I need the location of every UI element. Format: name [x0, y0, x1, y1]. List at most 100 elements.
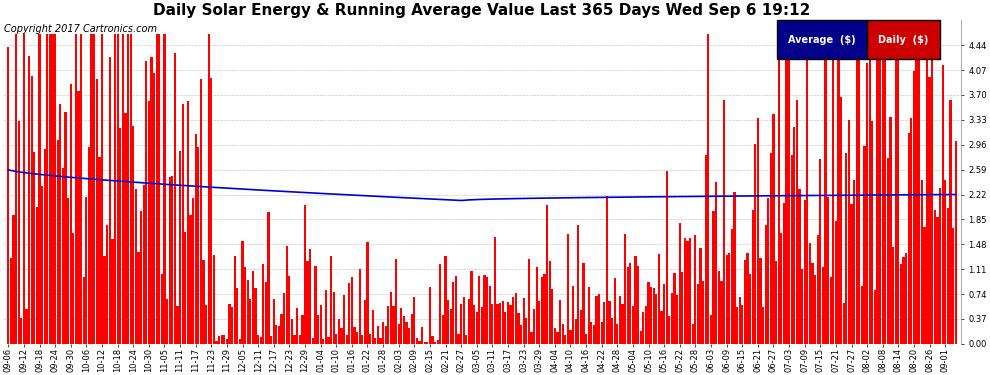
- Bar: [838, 48, 840, 344]
- Bar: [56, 141, 58, 344]
- Bar: [523, 298, 525, 344]
- Bar: [270, 336, 272, 344]
- Bar: [10, 258, 12, 344]
- Bar: [528, 260, 530, 344]
- Bar: [700, 248, 702, 344]
- Bar: [759, 258, 761, 344]
- Bar: [226, 339, 228, 344]
- Bar: [369, 334, 371, 344]
- Bar: [742, 305, 743, 344]
- Bar: [111, 239, 114, 344]
- Bar: [643, 312, 644, 344]
- Bar: [822, 267, 824, 344]
- Bar: [202, 260, 205, 344]
- Bar: [746, 253, 748, 344]
- Bar: [561, 324, 563, 344]
- Bar: [507, 302, 509, 344]
- Bar: [229, 304, 231, 344]
- Bar: [556, 332, 558, 344]
- Bar: [346, 335, 347, 344]
- Bar: [61, 168, 64, 344]
- Bar: [952, 228, 954, 344]
- Bar: [588, 286, 590, 344]
- Bar: [460, 304, 462, 344]
- Bar: [213, 255, 215, 344]
- Bar: [939, 188, 941, 344]
- Bar: [109, 57, 111, 344]
- Bar: [304, 205, 306, 344]
- Bar: [676, 295, 678, 344]
- Bar: [817, 234, 819, 344]
- Bar: [223, 335, 226, 344]
- Bar: [681, 272, 683, 344]
- Bar: [489, 286, 491, 344]
- Bar: [23, 34, 25, 344]
- Bar: [454, 276, 457, 344]
- Bar: [539, 301, 541, 344]
- Bar: [723, 100, 725, 344]
- Bar: [739, 297, 741, 344]
- Bar: [502, 301, 504, 344]
- Bar: [432, 336, 434, 344]
- Bar: [754, 144, 756, 344]
- Bar: [465, 335, 467, 344]
- Bar: [510, 305, 512, 344]
- Bar: [882, 34, 884, 344]
- Bar: [245, 267, 247, 344]
- Bar: [655, 294, 657, 344]
- Bar: [553, 328, 556, 344]
- Bar: [135, 189, 137, 344]
- Bar: [449, 309, 451, 344]
- Bar: [371, 309, 374, 344]
- Bar: [384, 327, 387, 344]
- FancyBboxPatch shape: [867, 20, 940, 59]
- Bar: [90, 34, 93, 344]
- Bar: [293, 335, 296, 344]
- Bar: [152, 73, 155, 344]
- Bar: [328, 337, 330, 344]
- Bar: [390, 292, 392, 344]
- Bar: [520, 326, 522, 344]
- Bar: [585, 334, 587, 344]
- Bar: [77, 91, 79, 344]
- Bar: [83, 278, 85, 344]
- Bar: [291, 320, 293, 344]
- Bar: [721, 280, 723, 344]
- Bar: [350, 277, 353, 344]
- Bar: [819, 159, 822, 344]
- Bar: [921, 180, 923, 344]
- Bar: [663, 284, 665, 344]
- Bar: [470, 271, 472, 344]
- Bar: [150, 57, 152, 344]
- Bar: [168, 177, 170, 344]
- Bar: [603, 302, 606, 344]
- Bar: [221, 334, 223, 344]
- Bar: [210, 78, 213, 344]
- Bar: [366, 242, 368, 344]
- Bar: [650, 287, 652, 344]
- Bar: [801, 269, 803, 344]
- Bar: [868, 34, 871, 344]
- Bar: [138, 252, 140, 344]
- Bar: [932, 34, 934, 344]
- Bar: [478, 276, 480, 344]
- Bar: [814, 275, 816, 344]
- Bar: [924, 226, 926, 344]
- Bar: [31, 76, 33, 344]
- Bar: [541, 278, 543, 344]
- Bar: [122, 34, 124, 344]
- Bar: [593, 325, 595, 344]
- Bar: [96, 79, 98, 344]
- Bar: [809, 243, 811, 344]
- Bar: [531, 332, 533, 344]
- Bar: [640, 331, 642, 344]
- Bar: [41, 186, 44, 344]
- Bar: [710, 315, 712, 344]
- Bar: [69, 84, 72, 344]
- Bar: [644, 306, 647, 344]
- Bar: [892, 247, 894, 344]
- Bar: [104, 256, 106, 344]
- Bar: [861, 286, 863, 344]
- Bar: [374, 338, 376, 344]
- Bar: [80, 34, 82, 344]
